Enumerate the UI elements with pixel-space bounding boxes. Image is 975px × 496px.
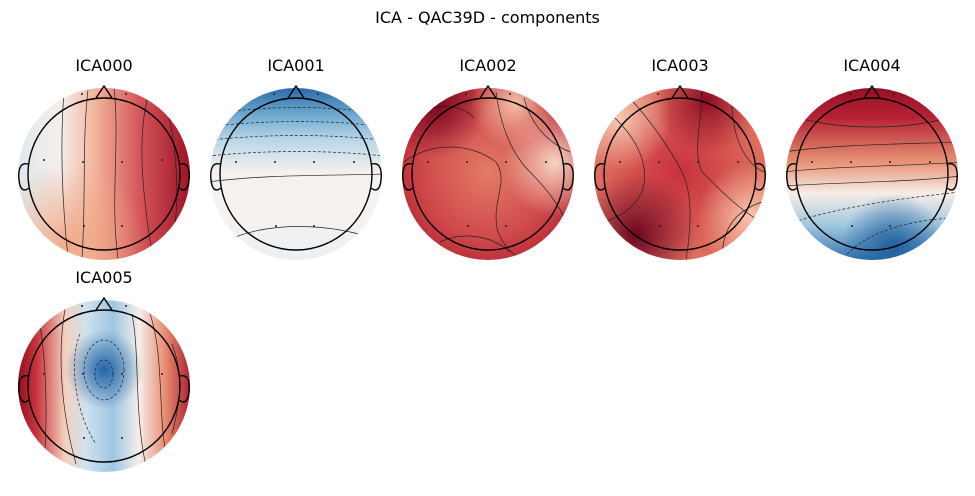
topomap [400,82,576,262]
component-ica004: ICA004 [784,56,960,262]
component-label: ICA004 [843,56,901,75]
topomap [592,82,768,262]
topomap-svg [786,84,958,260]
topomap-svg [594,84,766,260]
topomap-svg [210,84,382,260]
topomap [16,82,192,262]
head-outline-icon [786,84,958,251]
component-ica002: ICA002 [400,56,576,262]
sensor-dots [811,93,931,227]
component-ica003: ICA003 [592,56,768,262]
sensor-dots [427,93,547,227]
head-outline-icon [402,84,574,251]
component-ica000: ICA000 [16,56,192,262]
activation-map [18,88,190,260]
activation-map [210,88,382,260]
head-outline-icon [594,84,766,251]
component-label: ICA003 [651,56,709,75]
sensor-dots [619,93,739,227]
topomap [208,82,384,262]
activation-map [594,88,766,260]
component-label: ICA001 [267,56,325,75]
head-outline-icon [18,84,190,251]
figure-title: ICA - QAC39D - components [375,8,600,27]
component-ica005: ICA005 [16,268,192,474]
topomap [16,294,192,474]
activation-map [18,300,190,472]
component-label: ICA005 [75,268,133,287]
head-outline-icon [18,296,190,463]
component-label: ICA002 [459,56,517,75]
topomap-svg [402,84,574,260]
sensor-dots [43,93,163,227]
component-ica001: ICA001 [208,56,384,262]
activation-map [402,88,574,260]
topomap-svg [18,296,190,472]
topomap-svg [18,84,190,260]
component-label: ICA000 [75,56,133,75]
head-outline-icon [210,84,382,251]
sensor-dots [43,305,163,439]
topomap [784,82,960,262]
sensor-dots [235,93,355,227]
activation-map [786,88,958,260]
